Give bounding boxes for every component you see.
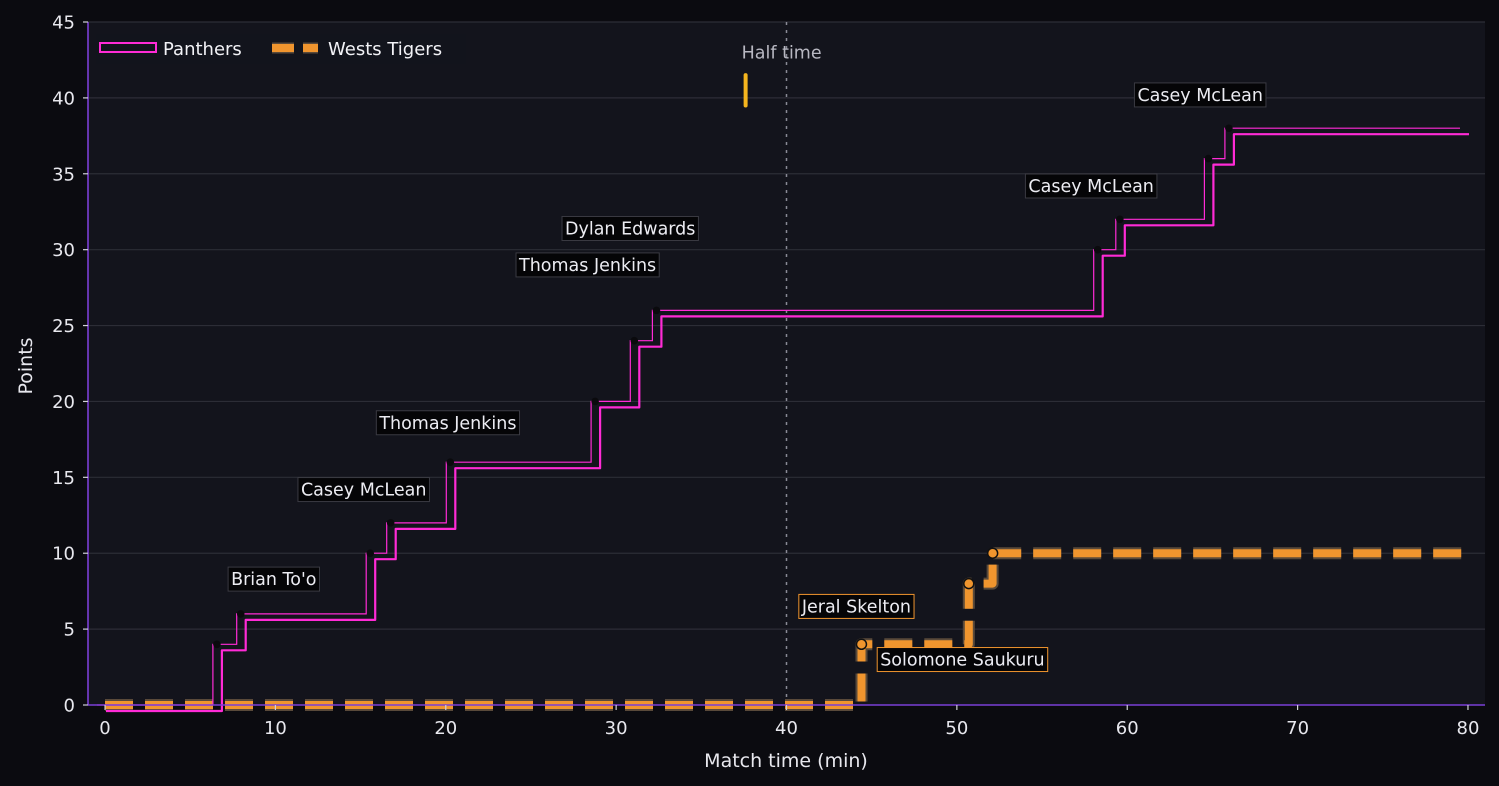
annotation-label-6: Casey McLean	[1137, 86, 1263, 106]
panthers-point-10	[1204, 154, 1213, 163]
y-tick-label-0: 0	[64, 696, 75, 717]
annotation-box-7	[798, 593, 915, 619]
series-line-panthers	[106, 133, 1469, 713]
annotation-8: Solomone Saukuru	[876, 647, 1049, 673]
series-wests-tigers	[105, 547, 1468, 711]
annotation-4: Dylan Edwards	[561, 215, 699, 241]
y-tick-label-45: 45	[52, 13, 75, 34]
y-tick-label-30: 30	[52, 240, 75, 261]
series-line-wests-tigers	[105, 549, 1468, 709]
panthers-point-7	[652, 306, 661, 315]
legend-swatch-panthers	[99, 42, 157, 53]
panthers-point-2	[366, 549, 375, 558]
x-axis-title: Match time (min)	[704, 750, 868, 772]
x-tick-label-0: 0	[99, 718, 110, 739]
half-time-label: Half time	[742, 43, 822, 63]
y-tick-label-10: 10	[52, 544, 75, 565]
tick-labels: 0 10 20 30 40 50 60 70 80 0 5 10 15 20 25 30 35 40 45	[52, 13, 1479, 740]
annotation-1: Casey McLean	[297, 477, 430, 503]
annotation-label-5: Casey McLean	[1028, 177, 1154, 197]
annotation-label-0: Brian To'o	[231, 570, 316, 590]
panthers-point-11	[1225, 124, 1233, 133]
annotation-label-1: Casey McLean	[301, 481, 427, 501]
legend: Panthers Wests Tigers	[96, 34, 466, 64]
legend-label-wests-tigers: Wests Tigers	[328, 39, 442, 60]
annotation-box-4	[561, 215, 699, 241]
annotation-box-5	[1024, 173, 1158, 199]
series-layer	[97, 124, 1469, 713]
y-tick-label-25: 25	[52, 316, 75, 337]
y-tick-label-40: 40	[52, 88, 75, 109]
panthers-point-9	[1116, 215, 1124, 224]
panthers-point-3	[386, 519, 395, 527]
x-tick-label-50: 50	[945, 718, 968, 739]
annotation-box-3	[515, 252, 660, 278]
annotation-box-8	[876, 647, 1049, 673]
half-time-marker: Half time	[742, 22, 822, 705]
annotation-5: Casey McLean	[1024, 173, 1158, 199]
x-tick-label-60: 60	[1116, 718, 1139, 739]
annotation-2: Thomas Jenkins	[375, 410, 521, 436]
panthers-point-0	[213, 640, 221, 649]
annotation-label-3: Thomas Jenkins	[518, 256, 656, 276]
annotation-0: Brian To'o	[227, 566, 321, 592]
panthers-point-6	[630, 336, 639, 345]
annotation-box-0	[227, 566, 321, 592]
annotation-box-2	[375, 410, 521, 436]
panthers-point-5	[591, 397, 599, 406]
annotation-7: Jeral Skelton	[798, 593, 915, 619]
panthers-point-4	[446, 458, 455, 466]
x-tick-label-40: 40	[775, 718, 798, 739]
y-axis-title: Points	[15, 337, 37, 394]
wests-tigers-point-0	[855, 638, 868, 651]
legend-label-panthers: Panthers	[163, 39, 242, 60]
annotation-box-6	[1133, 82, 1267, 108]
annotation-3: Thomas Jenkins	[515, 252, 660, 278]
y-tick-label-15: 15	[52, 468, 75, 489]
y-tick-label-5: 5	[64, 620, 75, 641]
annotation-label-4: Dylan Edwards	[565, 219, 695, 239]
x-tick-label-80: 80	[1457, 718, 1480, 739]
y-tick-label-20: 20	[52, 392, 75, 413]
x-tick-label-70: 70	[1286, 718, 1309, 739]
wests-tigers-point-1	[963, 577, 975, 590]
x-tick-label-10: 10	[264, 718, 287, 739]
panthers-point-8	[1093, 245, 1102, 254]
x-tick-label-30: 30	[605, 718, 628, 739]
plot-area	[88, 22, 1485, 705]
annotation-label-2: Thomas Jenkins	[378, 414, 516, 434]
annotation-label-7: Jeral Skelton	[801, 597, 911, 617]
annotations: Brian To'o Casey McLean Thomas Jenkins Thom…	[227, 82, 1267, 673]
annotation-6: Casey McLean	[1133, 82, 1267, 108]
panthers-point-1	[236, 610, 245, 618]
annotation-label-8: Solomone Saukuru	[880, 651, 1044, 671]
y-tick-label-35: 35	[52, 164, 75, 185]
wests-tigers-point-2	[986, 547, 999, 559]
annotation-box-1	[297, 477, 430, 503]
x-tick-label-20: 20	[434, 718, 457, 739]
series-panthers	[97, 124, 1469, 713]
series-line-panthers-outer	[97, 127, 1460, 706]
